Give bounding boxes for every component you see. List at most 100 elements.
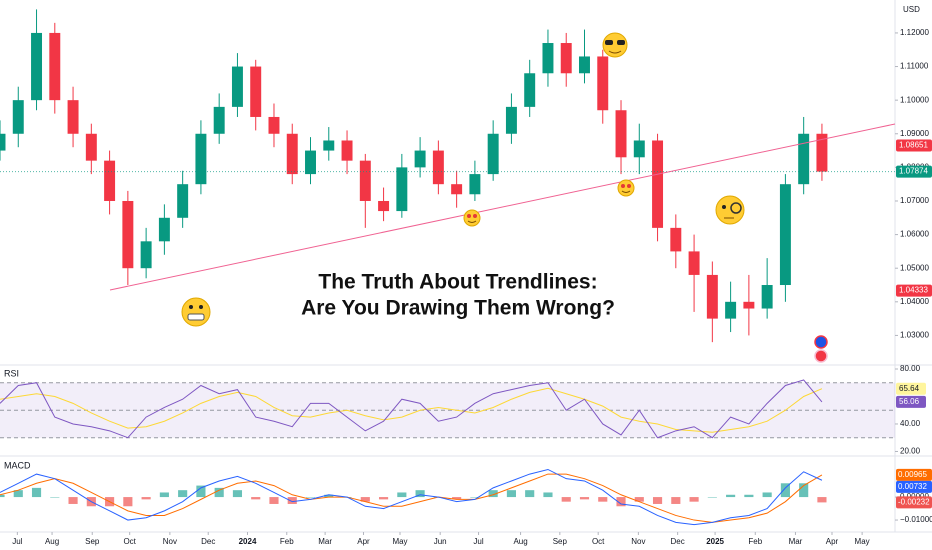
histogram-bar — [324, 494, 334, 498]
price-tag — [896, 139, 932, 152]
currency: USD — [903, 5, 920, 14]
histogram-bar — [287, 497, 297, 504]
candle-body — [104, 160, 116, 201]
candle-body — [396, 167, 408, 212]
candle-body — [31, 32, 43, 101]
histogram-bar — [251, 497, 261, 500]
candle-body — [816, 133, 828, 172]
x-tick-label: Aug — [513, 537, 527, 546]
macd-line — [0, 468, 823, 526]
histogram-bar — [269, 497, 279, 504]
histogram-bar — [50, 497, 60, 498]
histogram-bar — [196, 485, 206, 498]
value-tag-label: 0.00965 — [898, 470, 927, 479]
candle-body — [122, 200, 134, 269]
candle-body — [177, 184, 189, 218]
histogram-bar — [397, 492, 407, 498]
emoji-love — [463, 209, 481, 227]
candle-body — [706, 274, 718, 319]
emoji-cool — [602, 32, 628, 58]
histogram-bar — [305, 497, 316, 498]
emoji-monocle — [715, 195, 745, 225]
y-tick-label: 80.00 — [900, 364, 921, 373]
histogram-bar — [616, 497, 626, 507]
histogram-bar — [214, 487, 224, 498]
candle-body — [414, 150, 426, 168]
histogram-bar — [579, 497, 590, 500]
x-tick-label: Nov — [163, 537, 177, 546]
candle-body — [725, 301, 737, 319]
x-tick-label: Dec — [671, 537, 685, 546]
x-tick-label: 2024 — [239, 537, 257, 546]
candle-body — [12, 100, 24, 134]
x-tick-label: May — [392, 537, 407, 546]
y-tick-label: 20.00 — [900, 447, 921, 456]
candle-body — [305, 150, 316, 175]
x-tick-label: Nov — [631, 537, 645, 546]
x-tick-label: Jun — [434, 537, 447, 546]
histogram-bar — [360, 497, 370, 502]
x-tick-label: Sep — [553, 537, 568, 546]
histogram-bar — [0, 494, 5, 498]
histogram-bar — [68, 497, 78, 504]
y-tick-label: 1.03000 — [900, 331, 929, 340]
candle-body — [670, 227, 682, 252]
y-tick-label: 1.04000 — [900, 297, 929, 306]
histogram-bar — [506, 490, 516, 498]
emoji-love — [617, 179, 635, 197]
histogram-bar — [31, 487, 42, 498]
candle-body — [798, 133, 810, 185]
x-tick-label: Oct — [123, 537, 136, 546]
y-tick-label: −0.01000 — [900, 515, 932, 524]
value-tag-label: -0.00232 — [898, 498, 930, 507]
candle-body — [542, 43, 554, 74]
candle-body — [250, 66, 262, 117]
x-tick-label: Jul — [473, 537, 483, 546]
candle-body — [688, 251, 700, 275]
x-tick-label: 2025 — [706, 537, 724, 546]
candle-body — [579, 56, 590, 74]
histogram-bar — [762, 492, 772, 498]
histogram-bar — [123, 497, 133, 507]
histogram-bar — [726, 494, 736, 498]
histogram-bar — [543, 492, 553, 498]
candle-body — [524, 73, 536, 107]
histogram-bar — [799, 483, 809, 498]
candle-body — [779, 184, 791, 286]
histogram-bar — [817, 497, 827, 503]
x-tick-label: Feb — [280, 537, 294, 546]
histogram-bar — [780, 483, 790, 498]
y-tick-label: 1.06000 — [900, 230, 929, 239]
histogram-bar — [634, 497, 644, 502]
flag-icons — [814, 335, 828, 363]
histogram-bar — [452, 497, 462, 500]
candle-body — [67, 100, 79, 134]
value-tag — [896, 480, 932, 493]
candle-body — [359, 160, 371, 201]
value-tag — [896, 468, 932, 481]
value-tag — [896, 382, 926, 395]
value-tag — [896, 395, 926, 408]
candle-body — [487, 133, 499, 175]
y-tick-label: 1.12000 — [900, 28, 929, 37]
candle-body — [323, 140, 335, 151]
histogram-bar — [598, 497, 608, 502]
histogram-bar — [525, 490, 535, 498]
y-tick-label: 1.05000 — [900, 263, 929, 272]
histogram-bar — [379, 497, 389, 500]
y-tick-label: 40.00 — [900, 419, 921, 428]
candle-body — [140, 241, 152, 269]
x-tick-label: Dec — [201, 537, 215, 546]
histogram-bar — [159, 492, 169, 498]
candle-body — [597, 56, 609, 111]
candle-body — [268, 116, 280, 134]
price-axis — [895, 0, 932, 550]
candle-body — [195, 133, 207, 185]
histogram-bar — [415, 490, 425, 498]
x-tick-label: Mar — [318, 537, 332, 546]
histogram-bar — [671, 497, 681, 504]
value-tag-label: 0.00732 — [898, 482, 927, 491]
candle-body — [85, 133, 97, 161]
